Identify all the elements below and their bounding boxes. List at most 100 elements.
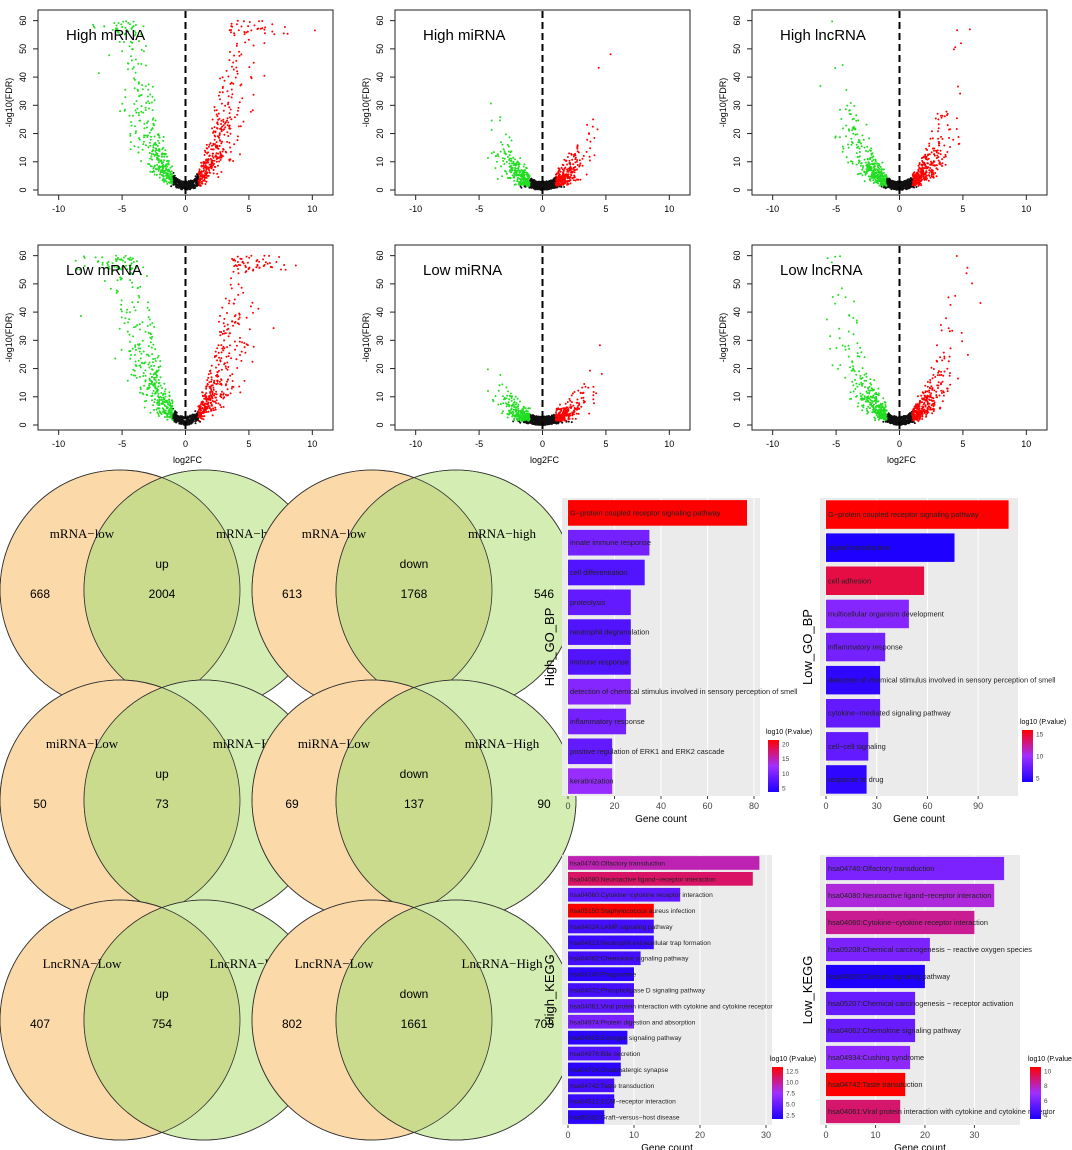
volcano-point	[586, 123, 589, 126]
x-tick-label: -5	[475, 204, 483, 214]
volcano-point	[574, 154, 577, 157]
volcano-point	[582, 154, 585, 157]
volcano-point	[111, 28, 114, 31]
volcano-point	[909, 177, 912, 180]
volcano-point	[512, 164, 515, 167]
volcano-point	[204, 183, 207, 185]
volcano-point	[135, 348, 137, 351]
y-tick-label: 0	[375, 187, 385, 192]
volcano-point	[231, 380, 234, 382]
volcano-point	[148, 309, 151, 312]
volcano-point	[204, 402, 206, 405]
volcano-point	[237, 106, 240, 109]
volcano-point	[940, 116, 943, 119]
volcano-point	[191, 180, 193, 183]
volcano-point	[523, 163, 526, 166]
volcano-point	[172, 413, 175, 416]
volcano-point	[127, 30, 130, 33]
volcano-point	[212, 172, 215, 175]
volcano-point	[205, 180, 208, 183]
volcano-point	[592, 118, 595, 121]
volcano-point	[566, 170, 569, 173]
volcano-point	[143, 134, 146, 137]
volcano-point	[948, 137, 950, 139]
volcano-point	[172, 417, 175, 420]
volcano-point	[873, 174, 876, 176]
y-axis-label: -log10(FDR)	[4, 78, 14, 128]
volcano-point	[109, 287, 112, 290]
volcano-point	[215, 390, 218, 393]
volcano-point	[211, 127, 214, 130]
volcano-point	[228, 106, 231, 109]
volcano-point	[878, 178, 881, 181]
volcano-point	[196, 182, 199, 185]
volcano-point	[915, 186, 918, 188]
x-tick-label: 10	[664, 204, 674, 214]
volcano-point	[263, 42, 266, 45]
volcano-point	[150, 383, 152, 385]
volcano-point	[162, 392, 165, 395]
volcano-point	[248, 66, 251, 69]
volcano-point	[528, 175, 531, 178]
volcano-point	[514, 168, 517, 171]
volcano-point	[212, 152, 214, 155]
volcano-point	[152, 167, 155, 170]
volcano-point	[218, 160, 221, 163]
volcano-point	[163, 159, 166, 162]
volcano-point	[609, 53, 612, 56]
volcano-point	[142, 140, 145, 143]
volcano-point	[160, 159, 163, 162]
volcano-point	[210, 396, 213, 398]
x-axis-label: log2FC	[173, 455, 203, 465]
volcano-point	[918, 162, 921, 164]
volcano-point	[937, 130, 939, 133]
volcano-point	[891, 185, 894, 188]
volcano-point	[171, 165, 174, 168]
volcano-point	[179, 183, 181, 186]
volcano-point	[203, 179, 206, 182]
volcano-point	[158, 142, 161, 145]
volcano-point	[236, 135, 239, 138]
volcano-point	[512, 162, 515, 165]
volcano-point	[199, 184, 201, 187]
y-tick-label: 60	[732, 16, 742, 26]
volcano-point	[928, 153, 931, 156]
volcano-point	[499, 116, 502, 119]
volcano-point	[203, 169, 206, 172]
volcano-point	[933, 154, 936, 157]
volcano-point	[152, 343, 155, 346]
volcano-point	[127, 68, 129, 71]
volcano-point	[227, 101, 230, 104]
volcano-point	[236, 72, 239, 75]
volcano-point	[224, 393, 227, 396]
volcano-point	[237, 268, 239, 270]
volcano-point	[554, 173, 557, 176]
volcano-point	[167, 175, 170, 177]
volcano-point	[224, 104, 227, 107]
volcano-point	[144, 369, 147, 372]
volcano-point	[147, 146, 150, 149]
volcano-point	[507, 401, 510, 404]
volcano-point	[850, 137, 853, 140]
volcano-point	[209, 157, 212, 160]
volcano-point	[203, 409, 206, 412]
volcano-point	[881, 172, 884, 175]
volcano-point	[925, 171, 928, 174]
volcano-point	[238, 312, 241, 315]
volcano-point	[140, 33, 143, 36]
volcano-point	[584, 385, 587, 388]
volcano-point	[957, 85, 959, 88]
volcano-point	[930, 175, 933, 178]
volcano-point	[934, 117, 937, 120]
volcano-point	[215, 399, 218, 402]
volcano-point	[244, 351, 247, 354]
volcano-point	[175, 178, 177, 181]
volcano-point	[216, 375, 219, 378]
volcano-point	[509, 151, 512, 154]
volcano-point	[169, 166, 172, 169]
volcano-point	[165, 175, 168, 177]
volcano-point	[150, 365, 153, 367]
volcano-point	[202, 410, 204, 413]
volcano-point	[513, 179, 516, 182]
volcano-point	[933, 149, 935, 152]
